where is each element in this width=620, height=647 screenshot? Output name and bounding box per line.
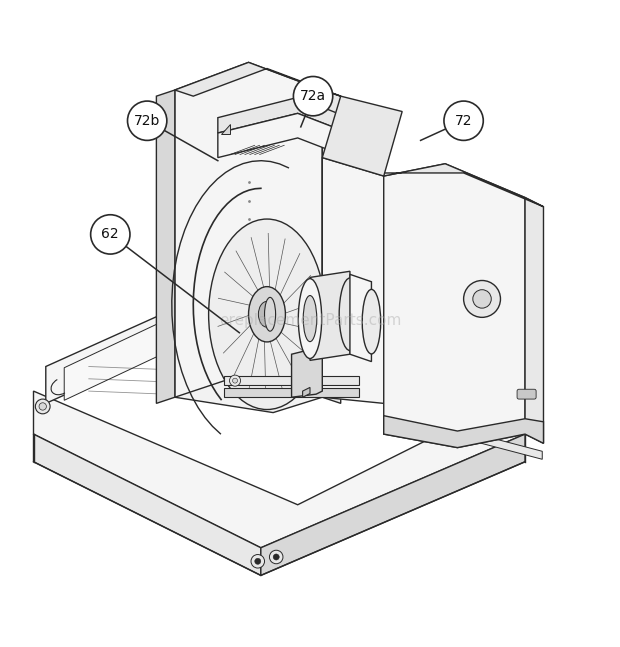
- FancyBboxPatch shape: [517, 389, 536, 399]
- Circle shape: [255, 558, 261, 564]
- Ellipse shape: [303, 296, 317, 342]
- Polygon shape: [310, 271, 350, 360]
- Text: 72b: 72b: [134, 114, 161, 127]
- Ellipse shape: [259, 302, 276, 327]
- Polygon shape: [218, 98, 341, 133]
- Polygon shape: [384, 164, 525, 448]
- Text: 62: 62: [102, 227, 119, 241]
- Polygon shape: [470, 432, 542, 459]
- Polygon shape: [303, 388, 310, 397]
- Text: 72a: 72a: [300, 89, 326, 103]
- Ellipse shape: [339, 278, 361, 351]
- Circle shape: [39, 403, 46, 410]
- Polygon shape: [221, 124, 230, 134]
- Circle shape: [251, 554, 265, 568]
- Polygon shape: [218, 113, 341, 158]
- Polygon shape: [322, 96, 402, 176]
- Polygon shape: [322, 158, 384, 403]
- Ellipse shape: [265, 298, 276, 331]
- Circle shape: [229, 375, 241, 386]
- Polygon shape: [350, 274, 371, 362]
- Polygon shape: [175, 133, 322, 413]
- Circle shape: [128, 101, 167, 140]
- Polygon shape: [175, 62, 341, 96]
- Polygon shape: [33, 391, 525, 548]
- Polygon shape: [291, 348, 322, 397]
- Polygon shape: [224, 388, 359, 397]
- Ellipse shape: [362, 289, 381, 354]
- Circle shape: [270, 550, 283, 564]
- Polygon shape: [322, 90, 341, 403]
- Circle shape: [253, 248, 263, 258]
- Text: ereplacementParts.com: ereplacementParts.com: [219, 313, 401, 328]
- Polygon shape: [175, 62, 322, 397]
- Circle shape: [444, 101, 483, 140]
- Polygon shape: [384, 164, 544, 207]
- Ellipse shape: [298, 279, 322, 358]
- Polygon shape: [156, 90, 175, 403]
- Circle shape: [473, 290, 491, 308]
- Polygon shape: [384, 415, 544, 448]
- Polygon shape: [64, 318, 249, 400]
- Circle shape: [293, 76, 333, 116]
- Ellipse shape: [208, 219, 326, 410]
- Ellipse shape: [249, 287, 285, 342]
- Polygon shape: [33, 434, 261, 575]
- Polygon shape: [46, 311, 267, 403]
- Circle shape: [464, 281, 500, 318]
- Circle shape: [273, 554, 279, 560]
- Circle shape: [232, 378, 237, 383]
- Polygon shape: [525, 197, 544, 443]
- Circle shape: [35, 399, 50, 414]
- Circle shape: [91, 215, 130, 254]
- Polygon shape: [261, 434, 525, 575]
- Polygon shape: [224, 377, 359, 385]
- Text: 72: 72: [455, 114, 472, 127]
